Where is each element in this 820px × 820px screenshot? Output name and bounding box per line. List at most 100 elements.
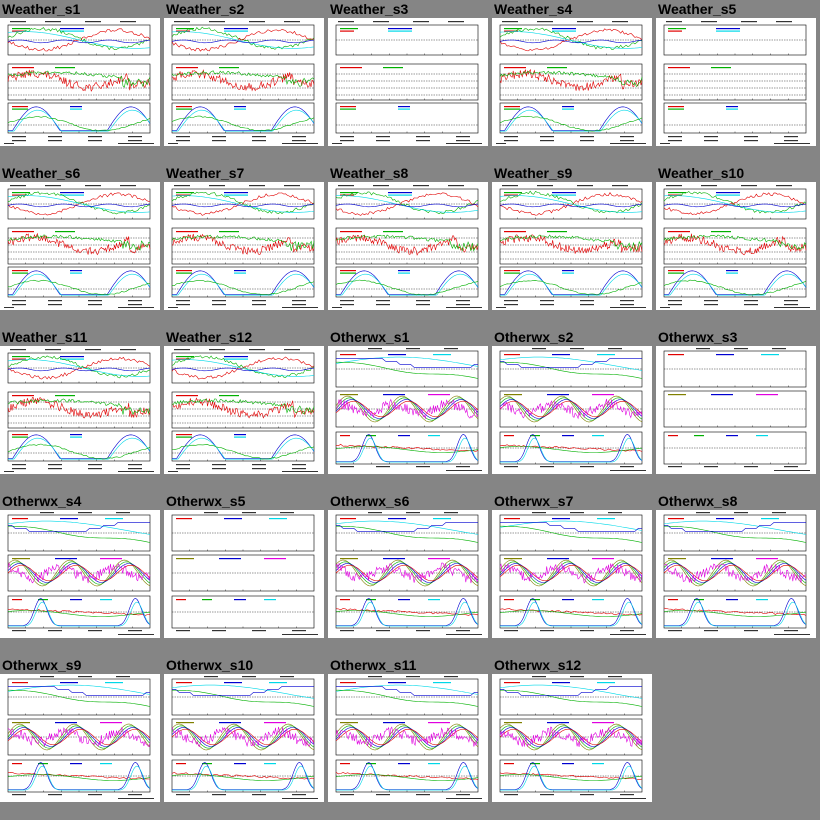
series-line-dewpoint [171, 70, 315, 87]
legend-text-mark [552, 192, 576, 194]
thumbnail-tile[interactable]: Weather_s10 [656, 164, 816, 327]
thumbnail-tile[interactable]: Weather_s2 [164, 0, 324, 163]
series-line-red [499, 608, 643, 616]
tile-title[interactable]: Otherwx_s8 [658, 493, 738, 509]
tile-title[interactable]: Weather_s9 [494, 165, 573, 181]
plot-thumbnail[interactable] [164, 346, 324, 474]
legend-text-mark [504, 354, 520, 356]
tile-title[interactable]: Otherwx_s2 [494, 329, 574, 345]
plot-thumbnail[interactable] [328, 346, 488, 474]
plot-thumbnail[interactable] [656, 18, 816, 146]
plot-thumbnail[interactable] [0, 182, 160, 310]
plot-thumbnail[interactable] [328, 510, 488, 638]
tile-title[interactable]: Otherwx_s9 [2, 657, 82, 673]
plot-thumbnail[interactable] [328, 18, 488, 146]
thumbnail-tile[interactable]: Weather_s3 [328, 0, 488, 163]
thumbnail-tile[interactable]: Otherwx_s3 [656, 328, 816, 491]
tile-title[interactable]: Weather_s3 [330, 1, 409, 17]
plot-thumbnail[interactable] [492, 182, 652, 310]
plot-thumbnail[interactable] [492, 674, 652, 802]
thumbnail-tile[interactable]: Weather_s12 [164, 328, 324, 491]
thumbnail-tile[interactable]: Otherwx_s7 [492, 492, 652, 655]
plot-thumbnail[interactable] [492, 510, 652, 638]
plot-thumbnail[interactable] [164, 510, 324, 638]
plot-image [171, 512, 318, 635]
tile-title[interactable]: Weather_s1 [2, 1, 81, 17]
thumbnail-tile[interactable]: Weather_s8 [328, 164, 488, 327]
tile-title[interactable]: Otherwx_s7 [494, 493, 574, 509]
plot-thumbnail[interactable] [656, 346, 816, 474]
tile-title[interactable]: Weather_s4 [494, 1, 573, 17]
series-line-soil-temp [7, 564, 151, 582]
thumbnail-tile[interactable]: Otherwx_s1 [328, 328, 488, 491]
plot-image [499, 512, 646, 635]
series-line-temperature [499, 234, 643, 254]
thumbnail-tile[interactable]: Otherwx_s12 [492, 656, 652, 819]
plot-thumbnail[interactable] [0, 346, 160, 474]
legend-text-mark [12, 272, 28, 274]
thumbnail-tile[interactable]: Weather_s9 [492, 164, 652, 327]
thumbnail-tile[interactable]: Weather_s5 [656, 0, 816, 163]
tile-title[interactable]: Weather_s12 [166, 329, 253, 345]
legend-text-mark [340, 108, 356, 110]
header-date-mark [249, 21, 265, 23]
tile-title[interactable]: Otherwx_s4 [2, 493, 82, 509]
thumbnail-tile[interactable]: Otherwx_s9 [0, 656, 160, 819]
thumbnail-tile[interactable]: Weather_s11 [0, 328, 160, 491]
tile-title[interactable]: Otherwx_s1 [330, 329, 410, 345]
plot-thumbnail[interactable] [164, 18, 324, 146]
tile-title[interactable]: Otherwx_s3 [658, 329, 738, 345]
plot-thumbnail[interactable] [492, 18, 652, 146]
plot-thumbnail[interactable] [328, 674, 488, 802]
thumbnail-tile[interactable]: Weather_s6 [0, 164, 160, 327]
thumbnail-tile[interactable]: Otherwx_s2 [492, 328, 652, 491]
thumbnail-tile[interactable]: Otherwx_s8 [656, 492, 816, 655]
tile-title[interactable]: Weather_s8 [330, 165, 409, 181]
tile-title[interactable]: Weather_s11 [2, 329, 88, 345]
tile-title[interactable]: Otherwx_s10 [166, 657, 254, 673]
axis-tick-label-mark [252, 794, 266, 796]
tile-title[interactable]: Weather_s6 [2, 165, 81, 181]
legend-text-mark [756, 394, 778, 396]
plot-thumbnail[interactable] [328, 182, 488, 310]
series-line-dewpoint [7, 70, 151, 88]
legend-text-mark [504, 194, 518, 196]
tile-title[interactable]: Weather_s2 [166, 1, 245, 17]
plot-thumbnail[interactable] [492, 346, 652, 474]
thumbnail-tile[interactable]: Otherwx_s4 [0, 492, 160, 655]
tile-title[interactable]: Weather_s10 [658, 165, 745, 181]
plot-thumbnail[interactable] [164, 182, 324, 310]
tile-title[interactable]: Weather_s7 [166, 165, 245, 181]
axis-tick-label-mark [88, 794, 102, 796]
thumbnail-tile[interactable]: Otherwx_s10 [164, 656, 324, 819]
plot-thumbnail[interactable] [164, 674, 324, 802]
header-date-mark [734, 348, 748, 350]
plot-thumbnail[interactable] [656, 510, 816, 638]
series-line-soil-temp [7, 728, 151, 746]
thumbnail-tile[interactable]: Weather_s7 [164, 164, 324, 327]
thumbnail-tile[interactable]: Otherwx_s11 [328, 656, 488, 819]
thumbnail-tile[interactable]: Weather_s1 [0, 0, 160, 163]
plot-thumbnail[interactable] [656, 182, 816, 310]
thumbnail-tile[interactable]: Weather_s4 [492, 0, 652, 163]
thumbnail-tile[interactable]: Otherwx_s5 [164, 492, 324, 655]
footer-id-mark [4, 307, 14, 308]
thumbnail-tile[interactable]: Otherwx_s6 [328, 492, 488, 655]
footer-credit-mark [446, 634, 482, 635]
tile-title[interactable]: Otherwx_s6 [330, 493, 410, 509]
plot-thumbnail[interactable] [0, 510, 160, 638]
plot-thumbnail[interactable] [0, 674, 160, 802]
tile-title[interactable]: Otherwx_s12 [494, 657, 582, 673]
tile-title[interactable]: Otherwx_s5 [166, 493, 246, 509]
series-line-cyan [7, 195, 151, 213]
header-date-mark [537, 21, 553, 23]
series-line-humidity [171, 280, 315, 296]
plot-thumbnail[interactable] [0, 18, 160, 146]
series-line-temperature [7, 69, 151, 92]
legend-text-mark [668, 518, 684, 520]
tile-title[interactable]: Weather_s5 [658, 1, 737, 17]
series-line-blue-peaks [172, 762, 315, 790]
legend-text-mark [504, 28, 522, 30]
tile-title[interactable]: Otherwx_s11 [330, 657, 417, 673]
legend-text-mark [340, 231, 362, 233]
